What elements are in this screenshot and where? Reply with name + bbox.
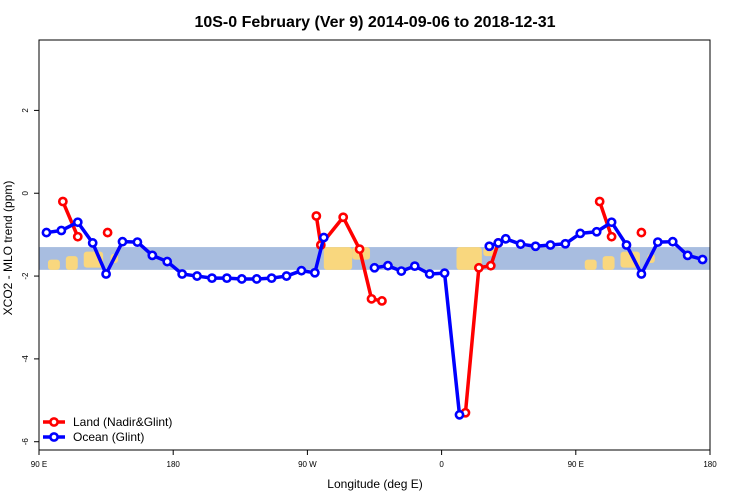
series-0-point-3-1 — [473, 262, 484, 273]
plot-frame — [38, 39, 711, 451]
land-mass-0 — [47, 259, 60, 270]
series-1-point-0-0 — [41, 227, 52, 238]
series-0 — [57, 196, 647, 418]
legend-label-1: Ocean (Glint) — [73, 430, 144, 444]
series-0-point-1-0 — [102, 227, 113, 238]
series-1-point-2-0 — [484, 241, 495, 252]
y-tick-label-1: 0 — [21, 190, 30, 195]
series-1 — [41, 217, 708, 420]
series-1-point-0-14 — [251, 274, 262, 284]
series-1-point-2-14 — [682, 250, 693, 261]
series-1-point-2-11 — [636, 269, 647, 279]
series-0-point-2-5 — [377, 296, 387, 306]
series-1-point-0-18 — [309, 267, 320, 278]
series-1-line-2 — [488, 220, 704, 276]
series-1-point-1-0 — [369, 262, 380, 273]
series-1-point-0-2 — [72, 217, 83, 228]
series-1-point-0-9 — [177, 269, 188, 279]
series-1-point-0-15 — [266, 273, 277, 284]
series-0-point-2-0 — [311, 211, 322, 221]
series-1-point-0-11 — [207, 273, 217, 284]
chart-title: 10S-0 February (Ver 9) 2014-09-06 to 201… — [194, 14, 555, 31]
land-mass-8 — [584, 259, 597, 270]
series-1-point-0-8 — [162, 256, 173, 267]
series-1-point-2-7 — [575, 228, 586, 239]
series-1-line-1 — [374, 263, 462, 415]
x-tick-label-0: 90 E — [31, 460, 47, 469]
series-0-point-2-2 — [338, 212, 349, 223]
x-tick-label-4: 90 E — [568, 460, 584, 469]
series-1-point-1-5 — [439, 268, 450, 279]
y-tick-label-4: -6 — [21, 438, 30, 446]
y-axis-label: XCO2 - MLO trend (ppm) — [1, 181, 15, 316]
series-0-point-2-4 — [366, 293, 377, 304]
y-tick-label-0: 2 — [21, 108, 30, 113]
series-1-point-0-17 — [296, 265, 307, 276]
series-1-point-1-2 — [396, 266, 407, 276]
legend: Land (Nadir&Glint)Ocean (Glint) — [43, 415, 172, 444]
ocean-band — [39, 247, 710, 270]
y-tick-label-3: -4 — [21, 355, 30, 363]
series-1-point-2-5 — [545, 240, 556, 250]
series-0-point-4-0 — [594, 196, 605, 207]
series-1-point-0-4 — [101, 269, 111, 279]
x-tick-label-2: 90 W — [298, 460, 317, 469]
series-0-point-0-0 — [57, 196, 68, 207]
series-1-point-2-15 — [697, 254, 708, 265]
series-0-line-0 — [61, 200, 80, 238]
series-0-point-3-2 — [485, 260, 496, 271]
series-1-point-1-3 — [409, 261, 420, 272]
legend-label-0: Land (Nadir&Glint) — [73, 415, 172, 429]
series-1-point-0-1 — [56, 225, 67, 236]
land-mass-1 — [65, 256, 78, 270]
series-1-point-2-9 — [606, 217, 617, 228]
series-1-point-0-19 — [318, 232, 329, 243]
series-1-point-0-13 — [236, 274, 247, 284]
series-1-point-2-1 — [493, 238, 504, 248]
legend-swatch-marker-1 — [49, 432, 59, 442]
y-tick-label-2: -2 — [21, 272, 30, 280]
series-1-point-0-6 — [132, 237, 143, 248]
x-tick-label-3: 0 — [439, 460, 444, 469]
series-0-point-0-1 — [72, 231, 83, 242]
series-0-line-4 — [598, 200, 614, 238]
series-1-point-2-10 — [621, 240, 632, 250]
series-0-line-3 — [463, 242, 500, 413]
series-1-point-2-4 — [530, 241, 541, 252]
series-1-point-1-1 — [383, 260, 393, 271]
y-axis-ticks: 2 0 -2 -4 -6 — [21, 108, 39, 446]
series-0-point-2-3 — [354, 244, 365, 255]
series-0-point-5-0 — [636, 227, 647, 238]
legend-swatch-marker-0 — [49, 417, 59, 427]
land-mass-6 — [456, 247, 482, 270]
series-1-point-0-5 — [117, 236, 128, 247]
x-tick-label-5: 180 — [703, 460, 717, 469]
series-1-point-0-16 — [281, 271, 292, 281]
series-1-point-2-3 — [515, 239, 526, 250]
series-1-point-0-3 — [87, 238, 98, 248]
series-1-point-0-10 — [192, 271, 202, 281]
series-1-point-2-12 — [652, 237, 663, 248]
x-axis-ticks: 90 E 180 90 W 0 90 E 180 — [31, 450, 717, 469]
series-0-point-4-1 — [606, 231, 617, 242]
series-1-point-0-7 — [147, 250, 158, 261]
series-1-point-1-6 — [454, 409, 465, 420]
series-1-point-2-8 — [591, 226, 602, 237]
map-band — [39, 247, 710, 270]
x-tick-label-1: 180 — [167, 460, 181, 469]
land-mass-4 — [323, 247, 353, 270]
series-1-point-0-12 — [221, 273, 232, 284]
land-mass-9 — [602, 256, 615, 270]
series-1-point-2-2 — [500, 233, 511, 244]
series-1-point-1-4 — [424, 269, 435, 279]
series-1-point-2-6 — [560, 238, 571, 249]
x-axis-label: Longitude (deg E) — [327, 477, 422, 491]
series-1-point-2-13 — [667, 236, 678, 247]
series-layer — [41, 196, 708, 420]
